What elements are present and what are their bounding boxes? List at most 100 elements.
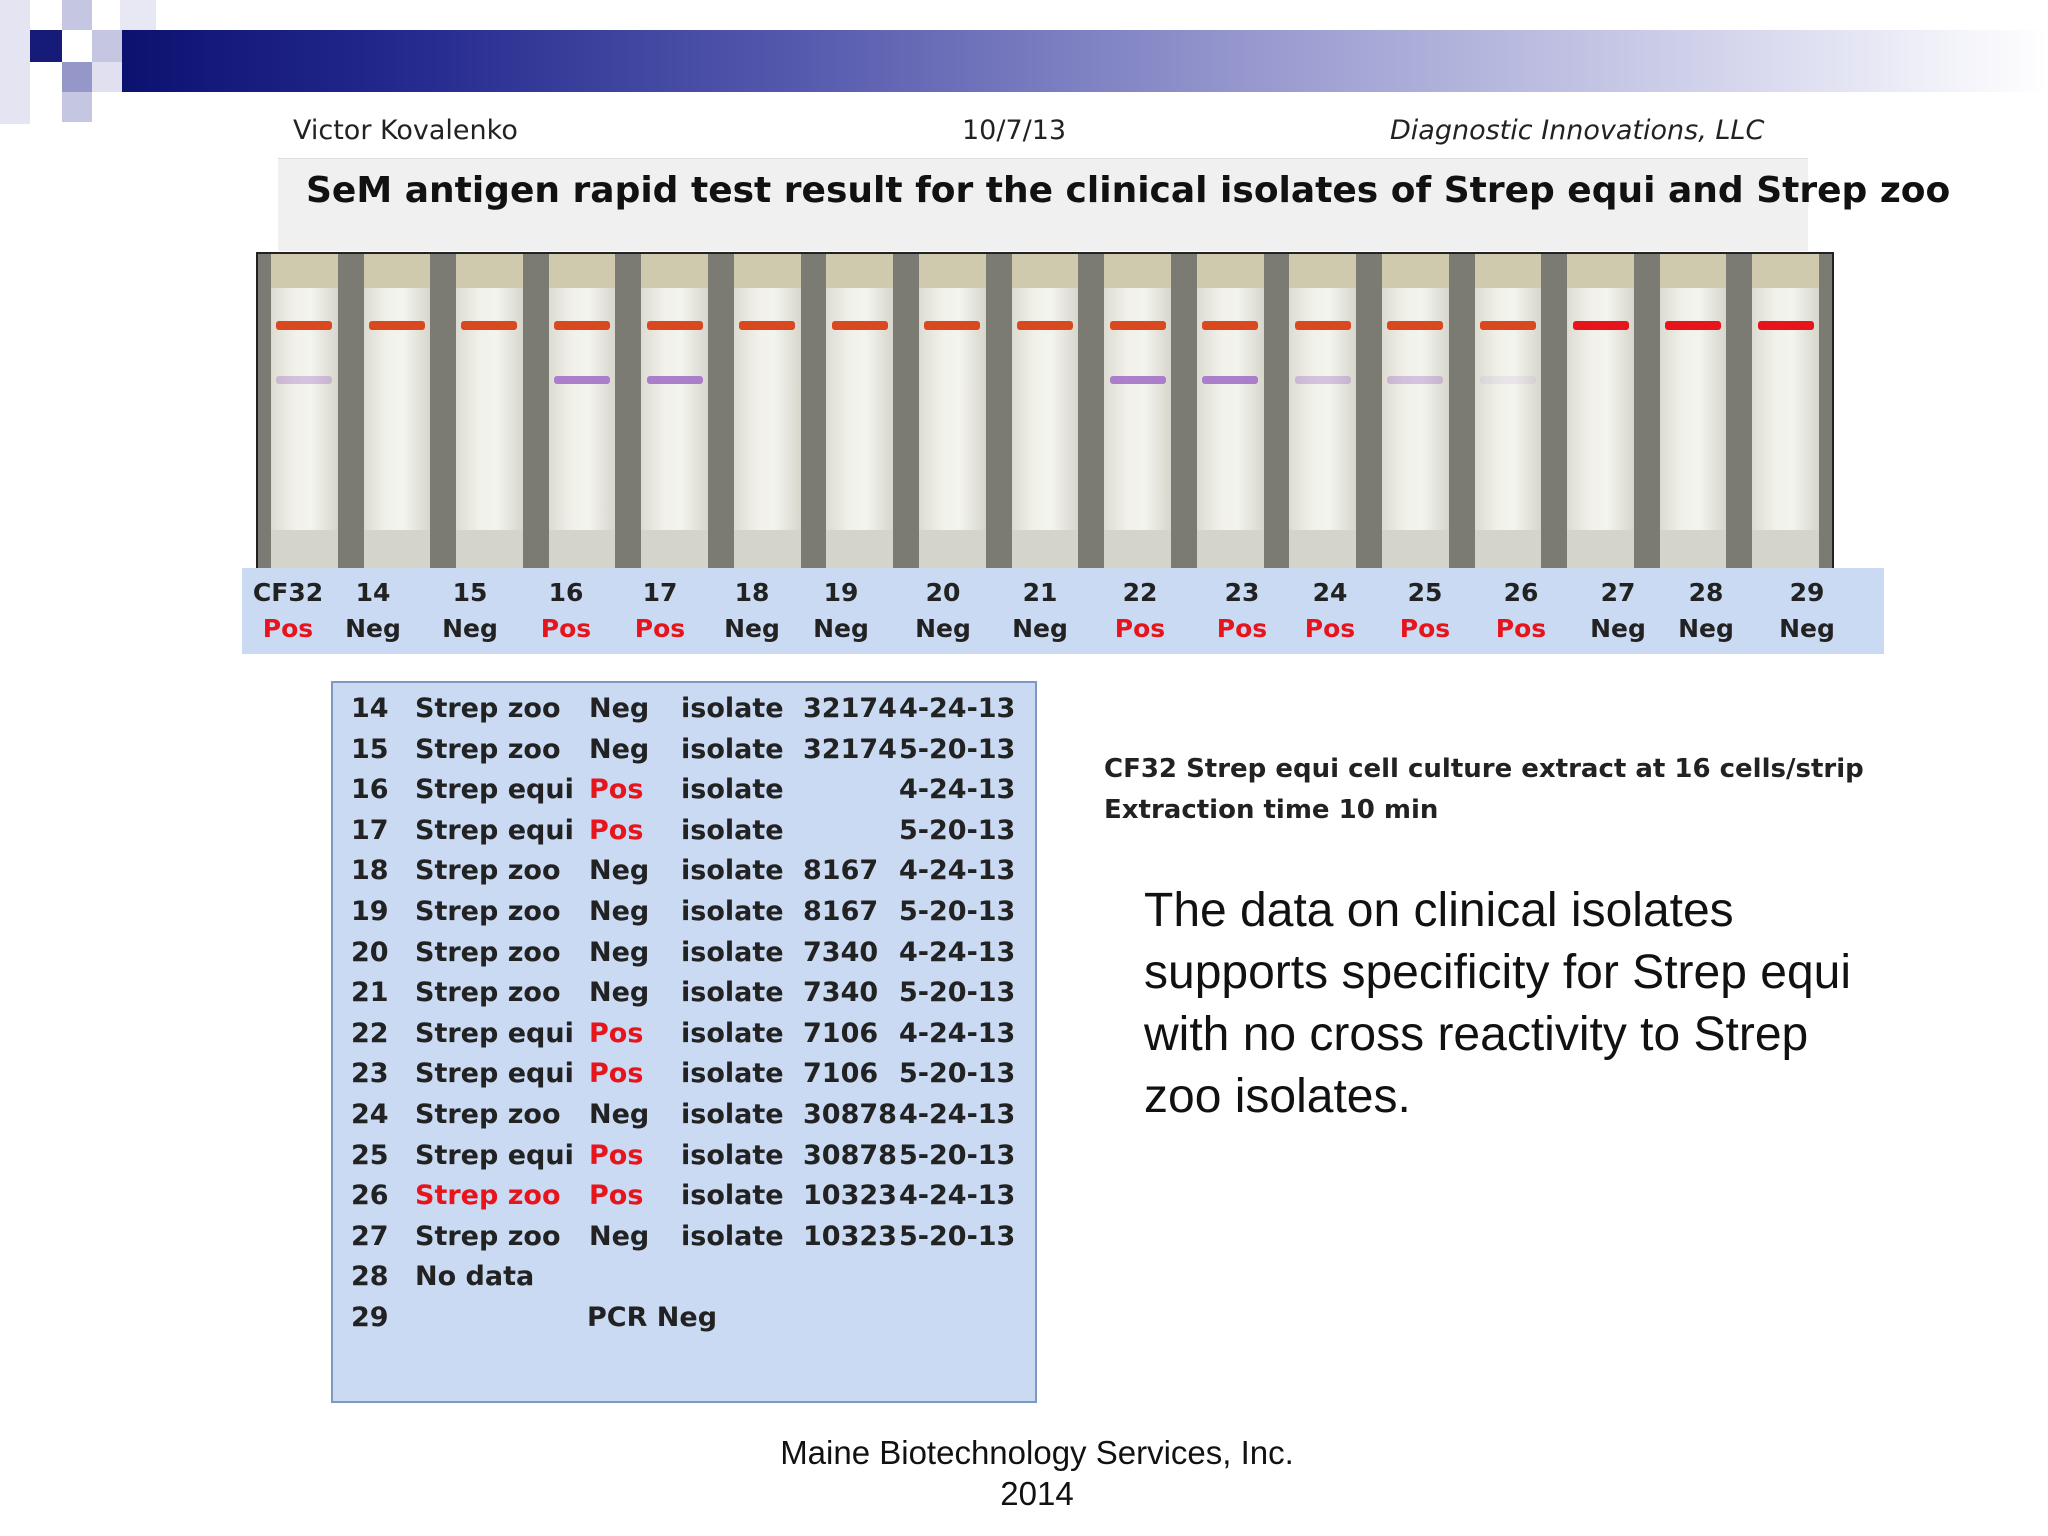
cell-num: 30878 xyxy=(803,1139,897,1171)
summary-text: The data on clinical isolates supports s… xyxy=(1144,884,1851,1123)
cell-no: 20 xyxy=(351,936,389,968)
cell-no: 15 xyxy=(351,733,389,765)
cell-result: Pos xyxy=(589,814,644,846)
table-row: 17 Strep equi Pos isolate 5-20-13 xyxy=(333,815,1033,855)
test-strip xyxy=(1474,254,1542,568)
lane-result: Pos xyxy=(1216,614,1268,643)
lane-number: 24 xyxy=(1312,578,1348,607)
cell-no: 19 xyxy=(351,896,389,927)
cell-result: Pos xyxy=(589,1180,644,1212)
control-note: CF32 Strep equi cell culture extract at … xyxy=(1104,754,1864,784)
cell-src: isolate xyxy=(681,774,784,806)
table-row: 21 Strep zoo Neg isolate 7340 5-20-13 xyxy=(333,977,1033,1017)
lane-result: Pos xyxy=(1399,614,1451,643)
cell-date: 4-24-13 xyxy=(899,855,1016,887)
lane-number: 20 xyxy=(925,578,961,607)
test-strip xyxy=(363,254,431,568)
control-band xyxy=(1294,321,1351,330)
lane-number: 19 xyxy=(823,578,859,607)
lane-result: Pos xyxy=(1114,614,1166,643)
control-band xyxy=(1572,321,1629,330)
test-band xyxy=(554,376,611,384)
table-row: 16 Strep equi Pos isolate 4-24-13 xyxy=(333,774,1033,814)
lane-result: Pos xyxy=(1304,614,1356,643)
control-band xyxy=(368,321,425,330)
cell-num: 7106 xyxy=(803,1017,879,1049)
cell-result: Neg xyxy=(589,977,650,1009)
cell-src: isolate xyxy=(681,1099,784,1130)
test-strip-photo xyxy=(256,252,1834,570)
cell-species: Strep zoo xyxy=(415,1099,561,1130)
test-strip xyxy=(456,254,523,568)
test-strip xyxy=(1567,254,1634,568)
cell-date: 4-24-13 xyxy=(899,1099,1016,1130)
cell-num: 7340 xyxy=(803,977,879,1009)
lane-result: Pos xyxy=(262,614,314,643)
cell-no: 16 xyxy=(351,774,389,806)
table-row: 26 Strep zoo Pos isolate 10323 4-24-13 xyxy=(333,1180,1033,1220)
lane-result: Neg xyxy=(1590,614,1646,643)
cell-no: 28 xyxy=(351,1261,389,1293)
lane-number: 18 xyxy=(734,578,770,607)
author-name: Victor Kovalenko xyxy=(293,115,518,146)
cell-result: Neg xyxy=(589,936,650,968)
cell-src: isolate xyxy=(681,1180,784,1212)
cell-date: 4-24-13 xyxy=(899,774,1016,806)
control-band xyxy=(1479,321,1536,330)
footer-year: 2014 xyxy=(1000,1475,1074,1512)
lane-result: Neg xyxy=(915,614,971,643)
test-band xyxy=(646,376,703,384)
lane-number: 27 xyxy=(1600,578,1636,607)
test-band xyxy=(1294,376,1351,384)
cell-num: 8167 xyxy=(803,855,879,887)
cell-num: 8167 xyxy=(803,896,879,927)
cell-result: Pos xyxy=(589,774,644,806)
test-strip xyxy=(826,254,894,568)
cell-result: Neg xyxy=(589,693,650,724)
cell-no: 21 xyxy=(351,977,389,1009)
lane-number: 23 xyxy=(1224,578,1260,607)
lane-number: 16 xyxy=(548,578,584,607)
test-band xyxy=(276,376,333,384)
test-strip xyxy=(1196,254,1264,568)
control-band xyxy=(461,321,518,330)
lane-result: Pos xyxy=(1495,614,1547,643)
cell-species: Strep equi xyxy=(415,1058,574,1090)
lane-number: CF32 xyxy=(252,578,324,607)
cell-species: Strep equi xyxy=(415,1139,574,1171)
cell-species: Strep zoo xyxy=(415,977,561,1009)
test-strip xyxy=(919,254,986,568)
lane-result: Neg xyxy=(1012,614,1068,643)
cell-src: isolate xyxy=(681,1058,784,1090)
lane-result: Neg xyxy=(1678,614,1734,643)
lane-result: Neg xyxy=(345,614,401,643)
cell-result: Neg xyxy=(589,1099,650,1130)
table-row: 28 No data xyxy=(333,1261,1033,1301)
cell-species: No data xyxy=(415,1261,535,1293)
test-strip xyxy=(270,254,338,568)
test-strip xyxy=(733,254,801,568)
control-band xyxy=(554,321,611,330)
control-band xyxy=(1109,321,1166,330)
lane-label-strip: CF32 Pos 14 Neg 15 Neg 16 Pos 17 Pos 18 Neg 19 Neg 20 N… xyxy=(242,568,1884,654)
company-name: Diagnostic Innovations, LLC xyxy=(1390,115,1765,146)
lane-number: 17 xyxy=(642,578,678,607)
cell-species: Strep zoo xyxy=(415,936,561,968)
control-band xyxy=(1757,321,1814,330)
table-row: 25 Strep equi Pos isolate 30878 5-20-13 xyxy=(333,1140,1033,1180)
slide-title: SeM antigen rapid test result for the cl… xyxy=(306,170,1951,211)
cell-no: 26 xyxy=(351,1180,389,1212)
lane-result: Neg xyxy=(724,614,780,643)
cell-date: 5-20-13 xyxy=(899,1139,1016,1171)
table-row: 22 Strep equi Pos isolate 7106 4-24-13 xyxy=(333,1018,1033,1058)
extraction-note: Extraction time 10 min xyxy=(1104,795,1439,825)
cell-result: Pos xyxy=(589,1139,644,1171)
test-band xyxy=(1387,376,1444,384)
cell-no: 17 xyxy=(351,814,389,846)
lane-number: 15 xyxy=(452,578,488,607)
cell-species: Strep zoo xyxy=(415,1220,561,1252)
cell-num: 10323 xyxy=(803,1220,897,1252)
cell-result: Neg xyxy=(589,1220,650,1252)
test-strip xyxy=(641,254,708,568)
test-band xyxy=(1202,376,1259,384)
